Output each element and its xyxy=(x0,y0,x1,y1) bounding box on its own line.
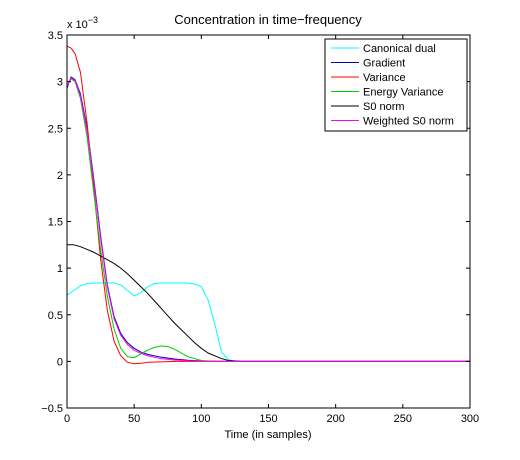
y-tick-label: 1.5 xyxy=(48,217,63,229)
legend-entry-1: Gradient xyxy=(363,58,405,70)
y-tick-label: 0 xyxy=(57,356,63,368)
legend-entry-0: Canonical dual xyxy=(363,43,436,55)
x-axis: 0 50 100 150 200 250 300 xyxy=(64,35,479,425)
y-tick-label: 1 xyxy=(57,263,63,275)
y-tick-label: −0.5 xyxy=(41,403,63,415)
legend-entry-3: Energy Variance xyxy=(363,87,444,99)
y-exponent-power: −3 xyxy=(88,15,98,25)
series-line-4 xyxy=(67,244,470,362)
x-tick-label: 250 xyxy=(394,413,412,425)
x-tick-label: 0 xyxy=(64,413,70,425)
chart-title: Concentration in time−frequency xyxy=(174,12,362,27)
y-tick-label: 2.5 xyxy=(48,123,63,135)
y-axis: −0.5 0 0.5 1 1.5 2 2.5 3 3.5 xyxy=(41,30,470,415)
y-exponent-label: x 10−3 xyxy=(67,15,98,31)
legend-entry-2: Variance xyxy=(363,72,406,84)
legend-box xyxy=(324,38,468,132)
legend-entry-5: Weighted S0 norm xyxy=(363,116,454,128)
y-tick-label: 3.5 xyxy=(48,30,63,42)
y-tick-label: 2 xyxy=(57,170,63,182)
series-layer xyxy=(66,45,470,365)
x-tick-label: 150 xyxy=(259,413,277,425)
x-tick-label: 100 xyxy=(192,413,210,425)
y-tick-label: 3 xyxy=(57,77,63,89)
x-tick-label: 200 xyxy=(326,413,344,425)
x-axis-label: Time (in samples) xyxy=(225,429,312,441)
legend: Canonical dual Gradient Variance Energy Var… xyxy=(324,38,468,132)
legend-entry-4: S0 norm xyxy=(363,101,405,113)
x-tick-label: 300 xyxy=(461,413,479,425)
series-line-5 xyxy=(66,77,470,362)
y-exponent-base: x 10 xyxy=(67,19,88,31)
x-tick-label: 50 xyxy=(128,413,140,425)
y-tick-label: 0.5 xyxy=(48,310,63,322)
